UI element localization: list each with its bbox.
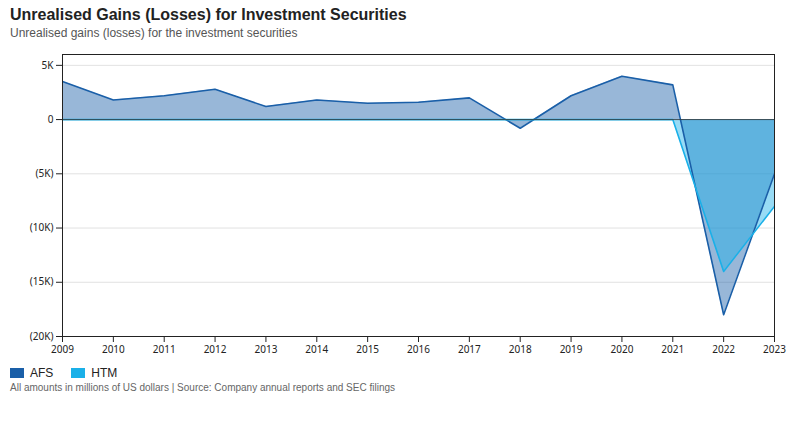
svg-text:2023: 2023 xyxy=(763,342,786,356)
svg-text:(20K): (20K) xyxy=(30,329,54,343)
html-text:AFS: AFS xyxy=(30,366,54,380)
html-text:Unrealised gains (losses) for: Unrealised gains (losses) for the invest… xyxy=(10,26,298,40)
svg-text:2015: 2015 xyxy=(356,342,379,356)
svg-text:2012: 2012 xyxy=(204,342,227,356)
svg-text:2017: 2017 xyxy=(458,342,481,356)
svg-text:5K: 5K xyxy=(42,58,55,72)
svg-text:(10K): (10K) xyxy=(30,220,54,234)
svg-text:2009: 2009 xyxy=(51,342,74,356)
svg-text:2014: 2014 xyxy=(305,342,328,356)
svg-text:2016: 2016 xyxy=(407,342,430,356)
svg-text:2021: 2021 xyxy=(661,342,684,356)
svg-text:(5K): (5K) xyxy=(36,166,54,180)
svg-text:2020: 2020 xyxy=(610,342,633,356)
svg-text:2013: 2013 xyxy=(254,342,277,356)
svg-text:(15K): (15K) xyxy=(30,274,54,288)
svg-text:2019: 2019 xyxy=(560,342,583,356)
svg-text:2011: 2011 xyxy=(153,342,176,356)
svg-text:2022: 2022 xyxy=(712,342,735,356)
html-text:HTM: HTM xyxy=(91,366,118,380)
html-text:All amounts in millions of US: All amounts in millions of US dollars | … xyxy=(10,382,395,393)
html-text:Unrealised Gains (Losses) for: Unrealised Gains (Losses) for Investment… xyxy=(10,6,407,23)
svg-text:0: 0 xyxy=(48,112,54,126)
svg-text:2018: 2018 xyxy=(509,342,532,356)
svg-text:2010: 2010 xyxy=(102,342,125,356)
